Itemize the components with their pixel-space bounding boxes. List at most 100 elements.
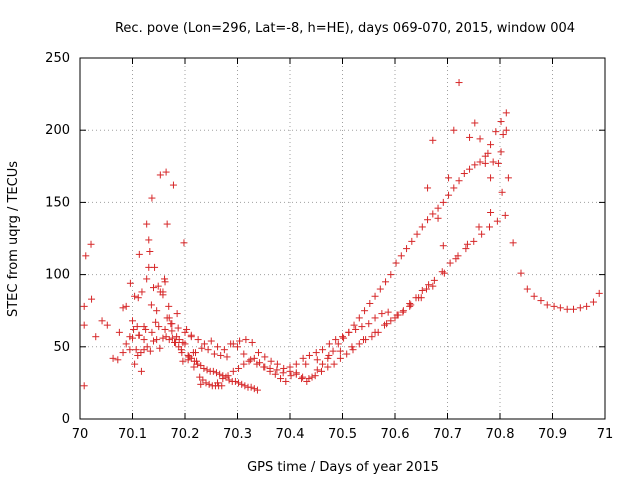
data-point	[280, 364, 288, 372]
data-point	[478, 230, 486, 238]
x-tick-label: 70	[72, 427, 89, 442]
data-point	[122, 340, 130, 348]
data-point	[486, 223, 493, 231]
data-point	[133, 323, 141, 331]
data-point	[223, 353, 231, 361]
data-point	[589, 298, 597, 306]
data-point	[87, 240, 95, 248]
data-point	[392, 259, 400, 267]
data-point	[502, 126, 510, 134]
data-point	[368, 333, 376, 341]
data-point	[145, 236, 153, 244]
data-point	[216, 370, 224, 378]
data-point	[225, 376, 233, 384]
data-point	[407, 301, 415, 309]
data-point	[466, 133, 474, 141]
data-point	[142, 325, 150, 333]
data-point	[325, 351, 333, 359]
data-point	[229, 367, 237, 375]
data-point	[162, 333, 170, 341]
data-point	[470, 237, 478, 245]
data-point	[489, 158, 497, 166]
data-point	[332, 336, 340, 344]
data-point	[286, 367, 294, 375]
data-point	[132, 346, 140, 354]
data-point	[311, 372, 319, 380]
data-point	[355, 340, 363, 348]
data-point	[487, 174, 495, 182]
data-point	[387, 317, 395, 325]
data-point	[358, 323, 366, 331]
data-point	[430, 276, 438, 284]
data-point	[150, 284, 157, 292]
data-point	[129, 317, 136, 325]
data-point	[308, 373, 316, 381]
data-point	[126, 279, 134, 287]
data-point	[143, 275, 151, 283]
data-point	[455, 79, 463, 87]
data-point	[131, 292, 139, 300]
data-point	[205, 380, 213, 388]
data-point	[143, 343, 151, 351]
data-point	[140, 336, 148, 344]
data-point	[399, 307, 407, 315]
data-point	[408, 237, 416, 245]
data-point	[98, 317, 106, 325]
data-point	[154, 282, 162, 290]
data-point	[196, 373, 204, 381]
data-point	[277, 375, 285, 383]
data-point	[181, 340, 189, 348]
data-point	[204, 346, 212, 354]
data-point	[218, 382, 226, 390]
data-point	[471, 161, 479, 169]
data-point	[355, 314, 363, 322]
data-point	[184, 351, 192, 359]
data-point	[499, 131, 507, 139]
data-point	[563, 305, 571, 313]
x-tick-label: 71	[597, 427, 614, 442]
data-point	[88, 295, 96, 303]
y-tick-label: 250	[45, 51, 70, 66]
data-point	[492, 128, 500, 136]
data-point	[250, 385, 258, 393]
data-point	[371, 314, 379, 322]
data-point	[418, 286, 426, 294]
chart-title: Rec. pove (Lon=296, Lat=-8, h=HE), days …	[115, 21, 575, 36]
x-tick-label: 70.5	[328, 427, 357, 442]
data-point	[168, 327, 176, 335]
data-point	[255, 349, 262, 357]
data-point	[247, 356, 255, 364]
data-point	[130, 325, 138, 333]
data-point	[299, 354, 307, 362]
data-point	[194, 336, 202, 344]
x-axis-ticks: 70 70.1 70.2 70.3 70.4 70.5 70.6 70.7 70.8 70.9 71	[72, 58, 614, 442]
data-point	[434, 204, 442, 212]
data-point	[475, 223, 483, 231]
data-point	[200, 364, 208, 372]
data-point	[92, 333, 100, 341]
data-point	[361, 307, 369, 315]
data-point	[143, 220, 151, 228]
data-point	[570, 305, 577, 313]
data-point	[220, 346, 228, 354]
data-point	[168, 320, 176, 328]
data-point	[324, 363, 332, 371]
data-point	[319, 346, 327, 354]
data-point	[302, 360, 310, 368]
data-point	[550, 302, 558, 310]
data-point	[329, 347, 337, 355]
data-point	[471, 119, 479, 127]
data-point	[366, 299, 374, 307]
data-point	[266, 367, 274, 375]
data-point	[487, 209, 495, 217]
data-point	[153, 307, 161, 315]
data-point	[429, 136, 437, 144]
data-point	[298, 375, 306, 383]
y-axis-ticks: 0 50 100 150 200 250	[45, 51, 605, 427]
data-point	[424, 216, 432, 224]
data-point	[180, 239, 188, 247]
data-point	[343, 350, 351, 358]
data-point	[595, 289, 603, 297]
data-point	[434, 214, 442, 222]
